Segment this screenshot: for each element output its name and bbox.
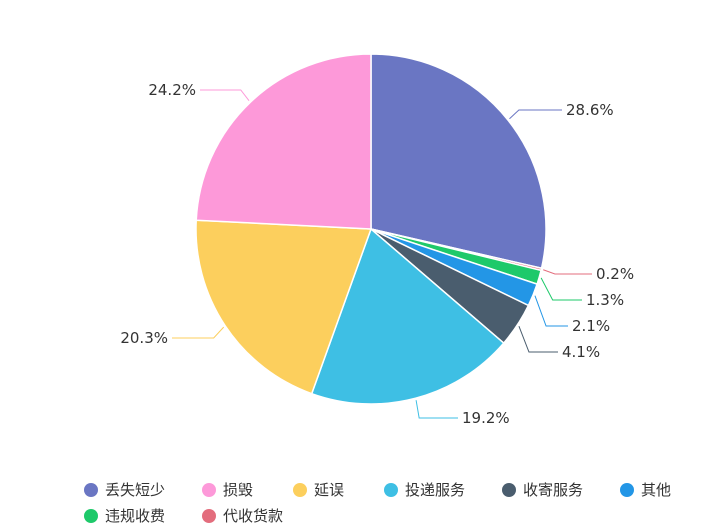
data-label-6: 20.3% — [120, 329, 168, 347]
legend-item-1[interactable]: 损毁 — [202, 481, 253, 499]
legend-item-0[interactable]: 丢失短少 — [84, 481, 165, 499]
legend-item-3[interactable]: 投递服务 — [384, 481, 465, 499]
leader-line-2 — [540, 277, 582, 301]
leader-line-5 — [415, 400, 458, 419]
leader-line-0 — [509, 109, 562, 120]
legend-label-4: 收寄服务 — [523, 481, 583, 499]
legend-item-7[interactable]: 代收货款 — [202, 507, 283, 525]
legend-marker-7 — [202, 509, 216, 523]
legend-label-1: 损毁 — [223, 481, 253, 499]
leader-line-7 — [200, 89, 250, 102]
legend-marker-4 — [502, 483, 516, 497]
legend-label-3: 投递服务 — [405, 481, 465, 499]
data-label-4: 4.1% — [562, 343, 600, 361]
pie-slices — [195, 53, 547, 405]
leader-line-4 — [518, 325, 558, 353]
data-label-2: 1.3% — [586, 291, 624, 309]
legend-marker-6 — [84, 509, 98, 523]
legend-label-2: 延误 — [314, 481, 344, 499]
data-label-0: 28.6% — [566, 101, 614, 119]
legend-marker-1 — [202, 483, 216, 497]
legend-label-5: 其他 — [641, 481, 671, 499]
legend-item-5[interactable]: 其他 — [620, 481, 671, 499]
leader-line-3 — [534, 295, 568, 327]
data-label-1: 0.2% — [596, 265, 634, 283]
legend-marker-3 — [384, 483, 398, 497]
data-label-5: 19.2% — [462, 409, 510, 427]
legend-label-0: 丢失短少 — [105, 481, 165, 499]
data-label-3: 2.1% — [572, 317, 610, 335]
pie-slice-6[interactable] — [195, 219, 373, 395]
leader-line-1 — [543, 269, 592, 275]
legend-marker-5 — [620, 483, 634, 497]
legend-item-2[interactable]: 延误 — [293, 481, 344, 499]
pie-slice-5[interactable] — [310, 227, 505, 405]
data-label-7: 24.2% — [148, 81, 196, 99]
legend-label-6: 违规收费 — [105, 507, 165, 525]
legend-marker-0 — [84, 483, 98, 497]
pie-labels: 28.6% 0.2% 1.3% 2.1% 4.1% 19.2% 20.3% 24.2% — [120, 81, 634, 427]
legend-marker-2 — [293, 483, 307, 497]
pie-slice-7[interactable] — [195, 53, 372, 230]
leader-line-6 — [172, 326, 225, 339]
legend-item-4[interactable]: 收寄服务 — [502, 481, 583, 499]
legend-item-6[interactable]: 违规收费 — [84, 507, 165, 525]
pie-slice-0[interactable] — [370, 53, 547, 270]
legend-label-7: 代收货款 — [223, 507, 283, 525]
